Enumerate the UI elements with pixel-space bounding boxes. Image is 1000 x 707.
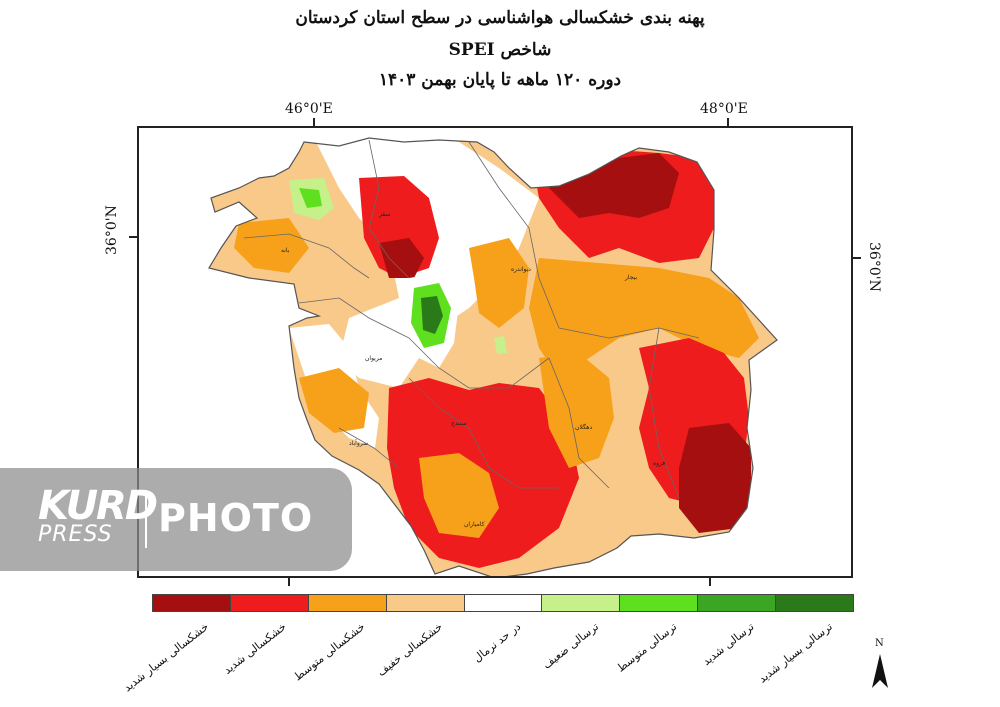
- legend-swatch-2: [308, 595, 387, 611]
- legend-bar: [152, 594, 854, 612]
- zone-moderate-marivan: [299, 368, 369, 433]
- city-labels: بانه سقز دیواندره بیجار مریوان سنندج سرو…: [281, 211, 665, 528]
- city-label-6: سروآباد: [349, 438, 368, 447]
- legend-swatch-6: [620, 595, 699, 611]
- legend-swatch-3: [386, 595, 465, 611]
- drought-map: بانه سقز دیواندره بیجار مریوان سنندج سرو…: [137, 126, 853, 578]
- legend-swatch-5: [542, 595, 621, 611]
- province-border: [208, 137, 778, 576]
- zone-very-severe-north: [379, 238, 424, 278]
- zone-very-severe-wet: [421, 296, 443, 334]
- legend-label-1: خشکسالی شدید: [221, 620, 290, 677]
- city-label-0: بانه: [281, 247, 290, 254]
- map-subtitle-index: شاخص SPEI: [448, 40, 552, 60]
- legend-swatch-0: [153, 595, 231, 611]
- legend-label-2: خشکسالی متوسط: [290, 620, 368, 684]
- city-label-8: قروه: [653, 460, 665, 467]
- watermark-banner: [0, 468, 352, 571]
- city-label-9: کامیاران: [464, 521, 485, 528]
- tick-top-48: [727, 118, 729, 126]
- legend-label-0: خشکسالی بسیار شدید: [120, 620, 212, 695]
- tick-bottom-48: [709, 578, 711, 586]
- legend-label-5: ترسالی ضعیف: [540, 620, 602, 672]
- legend-label-8: ترسالی بسیار شدید: [756, 620, 836, 686]
- latitude-label-right: 36°0'N: [866, 242, 882, 292]
- zone-moderate-central: [539, 353, 614, 468]
- city-label-3: بیجار: [624, 274, 637, 281]
- legend-label-4: در حد نرمال: [470, 620, 524, 665]
- watermark-brand-bottom: PRESS: [38, 522, 113, 547]
- zone-moderate-wet-northwest: [299, 188, 322, 208]
- watermark-brand-top: KURD: [38, 483, 158, 529]
- map-title: پهنه بندی خشکسالی هواشناسی در سطح استان …: [295, 8, 705, 28]
- zone-very-severe-southeast: [679, 423, 751, 533]
- legend-swatch-4: [464, 595, 543, 611]
- watermark-photo-text: PHOTO: [158, 496, 314, 540]
- city-label-7: دهگلان: [575, 423, 592, 431]
- north-label: N: [875, 638, 884, 649]
- legend-swatch-7: [698, 595, 777, 611]
- zone-moderate-divandarreh: [469, 238, 529, 328]
- latitude-label-left: 36°0'N: [104, 205, 120, 255]
- legend-swatch-1: [230, 595, 309, 611]
- zone-moderate-baneh: [234, 218, 309, 273]
- longitude-label-46: 46°0'E: [285, 101, 333, 117]
- tick-top-46: [313, 118, 315, 126]
- legend-swatch-8: [776, 595, 854, 611]
- north-arrow-icon: [872, 654, 888, 688]
- city-label-5: سنندج: [451, 420, 467, 427]
- tick-left-36: [129, 236, 137, 238]
- drought-map-canvas: بانه سقز دیواندره بیجار مریوان سنندج سرو…: [208, 137, 778, 576]
- zone-moderate-south: [419, 453, 499, 538]
- city-label-1: سقز: [378, 211, 390, 218]
- legend-label-7: ترسالی شدید: [700, 620, 758, 669]
- longitude-label-48: 48°0'E: [700, 101, 748, 117]
- city-label-4: مریوان: [365, 355, 382, 362]
- city-label-2: دیواندره: [511, 266, 531, 273]
- zone-weak-wet-small: [494, 336, 507, 354]
- tick-bottom-46: [288, 578, 290, 586]
- county-borders: [243, 139, 700, 499]
- watermark-separator: [145, 490, 147, 548]
- map-subtitle-period: دوره ۱۲۰ ماهه تا پایان بهمن ۱۴۰۳: [378, 70, 622, 90]
- legend-label-6: ترسالی متوسط: [614, 620, 680, 675]
- legend-label-3: خشکسالی خفیف: [374, 620, 446, 679]
- tick-right-36: [853, 257, 861, 259]
